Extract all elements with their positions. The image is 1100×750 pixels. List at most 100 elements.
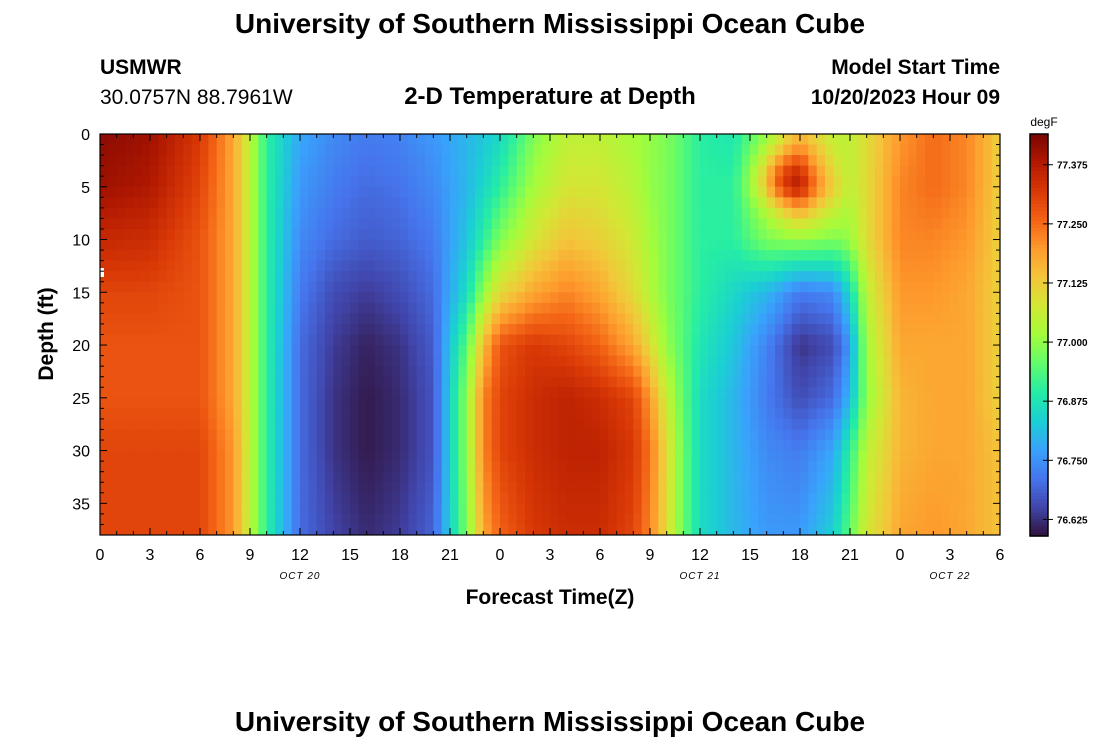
heatmap-cell [883,260,893,272]
heatmap-cell [625,165,634,177]
heatmap-cell [416,228,426,241]
heatmap-cell [450,345,459,357]
heatmap-cell [450,155,459,167]
heatmap-cell [541,345,551,357]
heatmap-cell [566,155,576,167]
heatmap-cell [441,471,451,483]
heatmap-cell [308,197,318,209]
heatmap-cell [825,323,834,336]
heatmap-cell [866,292,876,304]
heatmap-cell [633,482,643,494]
heatmap-cell [666,366,676,378]
heatmap-cell [950,429,959,441]
heatmap-cell [933,313,943,325]
heatmap-cell [283,397,293,409]
heatmap-cell [133,176,143,188]
heatmap-cell [741,292,751,304]
heatmap-cell [316,134,326,146]
heatmap-cell [333,440,343,452]
heatmap-cell [691,155,701,167]
heatmap-cell [983,134,993,146]
heatmap-cell [275,155,284,167]
heatmap-cell [316,281,326,293]
heatmap-cell [933,144,943,156]
heatmap-cell [466,260,476,272]
heatmap-cell [766,366,776,378]
heatmap-cell [591,503,601,515]
heatmap-cell [191,207,201,220]
heatmap-cell [475,186,484,198]
heatmap-cell [266,250,276,262]
heatmap-cell [816,387,826,399]
heatmap-cell [625,281,634,293]
heatmap-cell [583,197,593,209]
heatmap-cell [333,250,343,262]
heatmap-cell [441,492,451,504]
heatmap-cell [533,450,543,462]
heatmap-cell [350,260,359,272]
heatmap-cell [900,366,909,378]
colorbar-segment [1030,358,1048,363]
heatmap-cell [833,271,843,283]
heatmap-cell [975,376,984,388]
heatmap-cell [150,503,159,515]
heatmap-cell [433,271,443,283]
heatmap-cell [841,387,851,399]
heatmap-cell [141,492,151,504]
heatmap-cell [941,271,951,283]
heatmap-cell [441,503,451,515]
heatmap-cell [383,366,393,378]
heatmap-cell [841,313,851,325]
heatmap-cell [216,197,226,209]
heatmap-cell [158,345,168,357]
heatmap-cell [633,429,643,441]
heatmap-cell [666,450,676,462]
heatmap-cell [775,271,784,283]
heatmap-cell [700,503,709,515]
heatmap-cell [475,313,484,325]
heatmap-cell [600,513,609,526]
heatmap-cell [266,197,276,209]
colorbar-segment [1030,157,1048,162]
heatmap-cell [125,461,134,473]
heatmap-cell [883,250,893,262]
heatmap-cell [800,207,809,220]
heatmap-cell [983,239,993,251]
heatmap-cell [925,524,934,535]
heatmap-cell [408,355,418,367]
heatmap-cell [925,134,934,146]
heatmap-cell [350,250,359,262]
heatmap-cell [716,334,726,346]
heatmap-cell [416,281,426,293]
heatmap-cell [950,408,959,420]
heatmap-cell [641,450,651,462]
heatmap-cell [666,313,676,325]
heatmap-cell [133,503,143,515]
heatmap-cell [150,397,159,409]
heatmap-cell [308,397,318,409]
heatmap-cell [441,250,451,262]
x-tick-label: 3 [146,547,155,564]
heatmap-cell [233,207,243,220]
heatmap-cell [108,450,118,462]
heatmap-cell [125,228,134,241]
colorbar-segment [1030,391,1048,396]
heatmap-cell [691,313,701,325]
heatmap-cell [225,197,234,209]
heatmap-cell [533,144,543,156]
heatmap-cell [550,345,559,357]
heatmap-cell [208,418,218,431]
heatmap-cell [608,260,618,272]
heatmap-cell [491,461,501,473]
heatmap-cell [941,492,951,504]
heatmap-cell [841,228,851,241]
heatmap-cell [375,471,384,483]
heatmap-cell [958,503,968,515]
heatmap-cell [933,376,943,388]
heatmap-cell [925,345,934,357]
heatmap-cell [116,281,126,293]
heatmap-cell [850,218,859,230]
heatmap-cell [566,408,576,420]
heatmap-cell [883,228,893,241]
heatmap-cell [325,440,334,452]
